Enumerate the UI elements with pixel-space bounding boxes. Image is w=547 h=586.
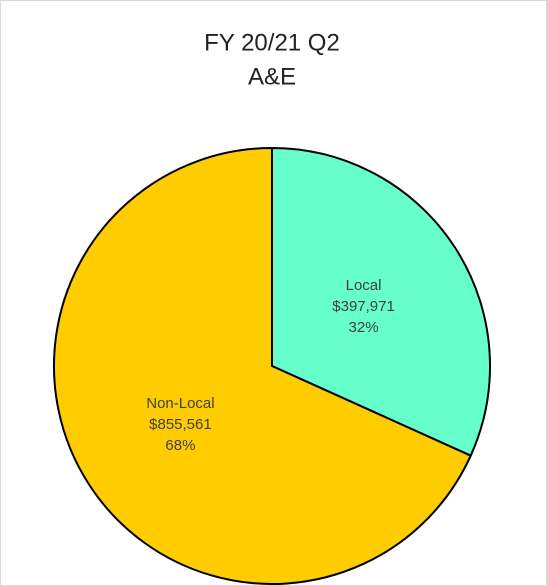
slice-value-label: $397,971 [332,298,395,315]
slice-percentage-label: 68% [165,437,195,454]
pie-slice [53,146,473,585]
slice-percentage-label: 32% [349,319,379,336]
chart-subtitle: A&E [248,63,296,90]
slice-category-label: Non-Local [146,395,214,412]
chart-title: FY 20/21 Q2 [204,29,340,56]
slice-category-label: Local [346,277,382,294]
pie-slice [271,146,491,458]
slice-value-label: $855,561 [149,416,212,433]
